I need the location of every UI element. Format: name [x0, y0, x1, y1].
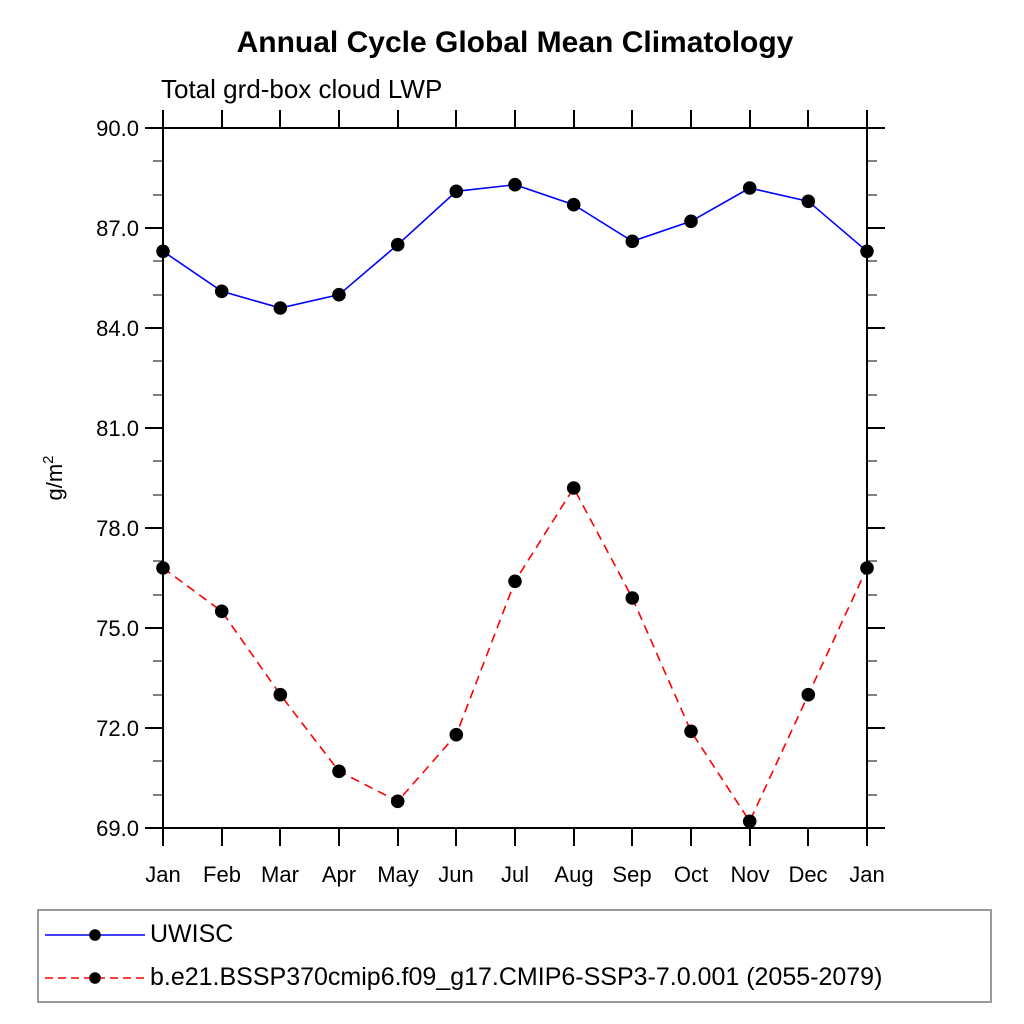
y-tick-label: 84.0: [96, 316, 139, 341]
series-1-point-Apr: [332, 764, 346, 779]
legend-solid-line-marker-icon: [45, 928, 145, 941]
x-tick-label: Nov: [730, 862, 769, 887]
x-tick-label: Mar: [261, 862, 299, 887]
series-1-point-Dec: [801, 687, 816, 702]
x-tick-label: Feb: [203, 862, 241, 887]
series-0-point-Jun: [449, 184, 464, 199]
series-1-point-Mar: [273, 687, 288, 702]
legend-dashed-line-marker-icon: [45, 971, 145, 984]
x-tick-label: Oct: [674, 862, 708, 887]
x-tick-label: Jan: [145, 862, 180, 887]
series-1-point-Oct: [684, 724, 698, 739]
chart-subtitle: Total grd-box cloud LWP: [161, 74, 443, 104]
series-0-point-Nov: [742, 181, 757, 195]
series-1-point-Feb: [214, 604, 229, 619]
x-tick-label: Jul: [501, 862, 529, 887]
series-1-point-Nov: [742, 814, 757, 829]
series-0-point-Oct: [684, 214, 698, 229]
x-tick-label: Jun: [438, 862, 473, 887]
legend-item-uwisc: UWISC: [39, 913, 990, 956]
series-0-point-Jul: [508, 177, 522, 192]
x-tick-label: Apr: [322, 862, 356, 887]
y-tick-label: 81.0: [96, 416, 139, 441]
y-tick-label: 90.0: [96, 116, 139, 141]
series-1-point-Aug: [566, 481, 581, 495]
series-0-point-Feb: [214, 284, 229, 299]
series-line-0: [162, 183, 868, 309]
series-0-point-Aug: [566, 197, 581, 212]
legend-item-model-run: b.e21.BSSP370cmip6.f09_g17.CMIP6-SSP3-7.…: [39, 956, 990, 999]
series-0-point-Sep: [625, 234, 640, 249]
series-1-point-Jan: [156, 561, 170, 575]
x-tick-label: Sep: [612, 862, 651, 887]
y-tick-label: 78.0: [96, 516, 139, 541]
series-1-point-Jul: [508, 574, 522, 589]
legend-label-uwisc: UWISC: [150, 920, 234, 948]
y-tick-label: 69.0: [96, 816, 139, 841]
y-tick-label: 87.0: [96, 216, 139, 241]
series-line-1: [162, 486, 868, 823]
x-tick-label: Dec: [788, 862, 827, 887]
x-tick-label: May: [377, 862, 419, 887]
series-1-point-Jan: [860, 561, 874, 575]
series-0-point-Mar: [273, 301, 288, 315]
svg-text:g/m2: g/m2: [40, 455, 67, 500]
series-1-point-Sep: [625, 591, 640, 605]
series-0-point-Jan: [156, 244, 170, 259]
y-axis-title: g/m2: [40, 455, 67, 500]
y-tick-label: 72.0: [96, 716, 139, 741]
series-0-point-May: [390, 237, 405, 252]
series-1-point-May: [390, 794, 405, 809]
x-tick-label: Jan: [849, 862, 884, 887]
y-tick-label: 75.0: [96, 616, 139, 641]
series-0-point-Dec: [801, 194, 816, 209]
legend-label-model-run: b.e21.BSSP370cmip6.f09_g17.CMIP6-SSP3-7.…: [150, 963, 883, 991]
page-title: Annual Cycle Global Mean Climatology: [236, 26, 794, 59]
series-0-point-Jan: [860, 244, 874, 259]
legend: UWISC b.e21.BSSP370cmip6.f09_g17.CMIP6-S…: [37, 909, 992, 1003]
series-0-point-Apr: [332, 287, 346, 302]
x-tick-label: Aug: [554, 862, 593, 887]
plot-frame: [162, 127, 868, 829]
series-1-point-Jun: [449, 727, 464, 742]
